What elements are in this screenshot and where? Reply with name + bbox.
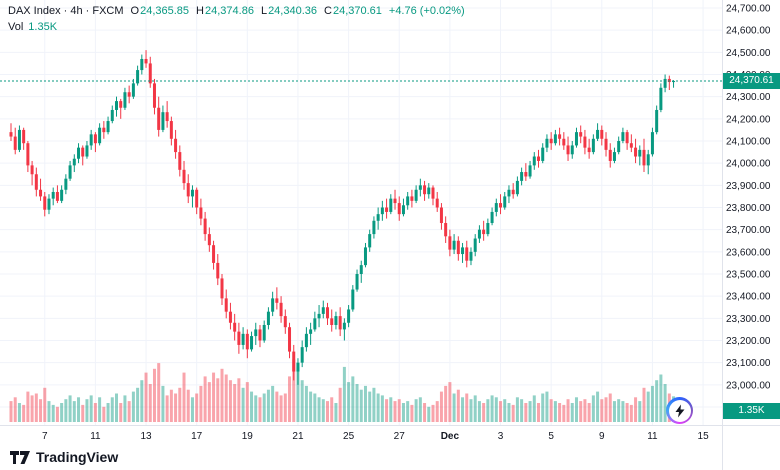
svg-text:Dec: Dec: [441, 431, 460, 442]
svg-text:24,700.00: 24,700.00: [726, 4, 771, 15]
svg-text:24,100.00: 24,100.00: [726, 137, 771, 148]
tradingview-logo-text: TradingView: [36, 449, 119, 465]
open-value: 24,365.85: [140, 5, 190, 17]
svg-text:23,400.00: 23,400.00: [726, 292, 771, 303]
svg-text:23,300.00: 23,300.00: [726, 314, 771, 325]
svg-text:24,200.00: 24,200.00: [726, 114, 771, 125]
svg-text:23,900.00: 23,900.00: [726, 181, 771, 192]
volume-value: 1.35K: [28, 21, 58, 33]
svg-text:24,600.00: 24,600.00: [726, 26, 771, 37]
tradingview-logo-icon: [10, 450, 31, 465]
svg-text:3: 3: [498, 431, 504, 442]
symbol-title[interactable]: DAX Index · 4h · FXCM: [8, 5, 124, 17]
volume-legend: Vol 1.35K: [8, 21, 57, 33]
last-price-badge: 24,370.61: [723, 73, 780, 89]
volume-badge: 1.35K: [723, 403, 780, 419]
svg-text:27: 27: [394, 431, 406, 442]
low-value: 24,340.36: [268, 5, 317, 17]
symbol-legend: DAX Index · 4h · FXCM O 24,365.85 H 24,374…: [8, 5, 465, 17]
candle-series: [9, 50, 676, 385]
svg-text:23,500.00: 23,500.00: [726, 270, 771, 281]
svg-text:25: 25: [343, 431, 355, 442]
svg-text:24,500.00: 24,500.00: [726, 48, 771, 59]
svg-text:17: 17: [191, 431, 203, 442]
svg-text:11: 11: [90, 431, 101, 442]
svg-text:9: 9: [599, 431, 605, 442]
svg-text:19: 19: [242, 431, 254, 442]
svg-text:23,100.00: 23,100.00: [726, 358, 771, 369]
svg-text:13: 13: [140, 431, 152, 442]
ohlc-close: C 24,370.61: [324, 5, 382, 17]
svg-text:24,300.00: 24,300.00: [726, 92, 771, 103]
lightning-icon: [668, 399, 691, 422]
svg-text:23,200.00: 23,200.00: [726, 336, 771, 347]
price-axis[interactable]: 24,700.0024,600.0024,500.0024,400.0024,3…: [722, 0, 771, 470]
svg-text:7: 7: [42, 431, 48, 442]
svg-text:23,000.00: 23,000.00: [726, 380, 771, 391]
change-value: +4.76 (+0.02%): [388, 5, 465, 17]
volume-label: Vol: [8, 21, 24, 33]
svg-text:15: 15: [698, 431, 710, 442]
volume-series: [9, 359, 676, 422]
svg-text:24,000.00: 24,000.00: [726, 159, 771, 170]
close-label: C: [324, 5, 332, 17]
svg-text:23,600.00: 23,600.00: [726, 247, 771, 258]
boost-button[interactable]: [666, 397, 693, 424]
grid-lines: [0, 0, 722, 425]
open-label: O: [130, 5, 140, 17]
time-axis[interactable]: 7 11 13 17 19 21 25 27 Dec 3 5 9 11 15: [0, 425, 780, 443]
high-label: H: [196, 5, 204, 17]
close-value: 24,370.61: [332, 5, 382, 17]
svg-text:23,800.00: 23,800.00: [726, 203, 771, 214]
svg-text:23,700.00: 23,700.00: [726, 225, 771, 236]
high-value: 24,374.86: [205, 5, 254, 17]
tradingview-logo[interactable]: TradingView: [10, 449, 118, 465]
low-label: L: [260, 5, 268, 17]
ohlc-open: O 24,365.85: [131, 5, 190, 17]
ohlc-low: L 24,340.36: [261, 5, 317, 17]
svg-text:21: 21: [292, 431, 304, 442]
ohlc-high: H 24,374.86: [196, 5, 254, 17]
svg-text:5: 5: [548, 431, 554, 442]
svg-text:11: 11: [647, 431, 658, 442]
